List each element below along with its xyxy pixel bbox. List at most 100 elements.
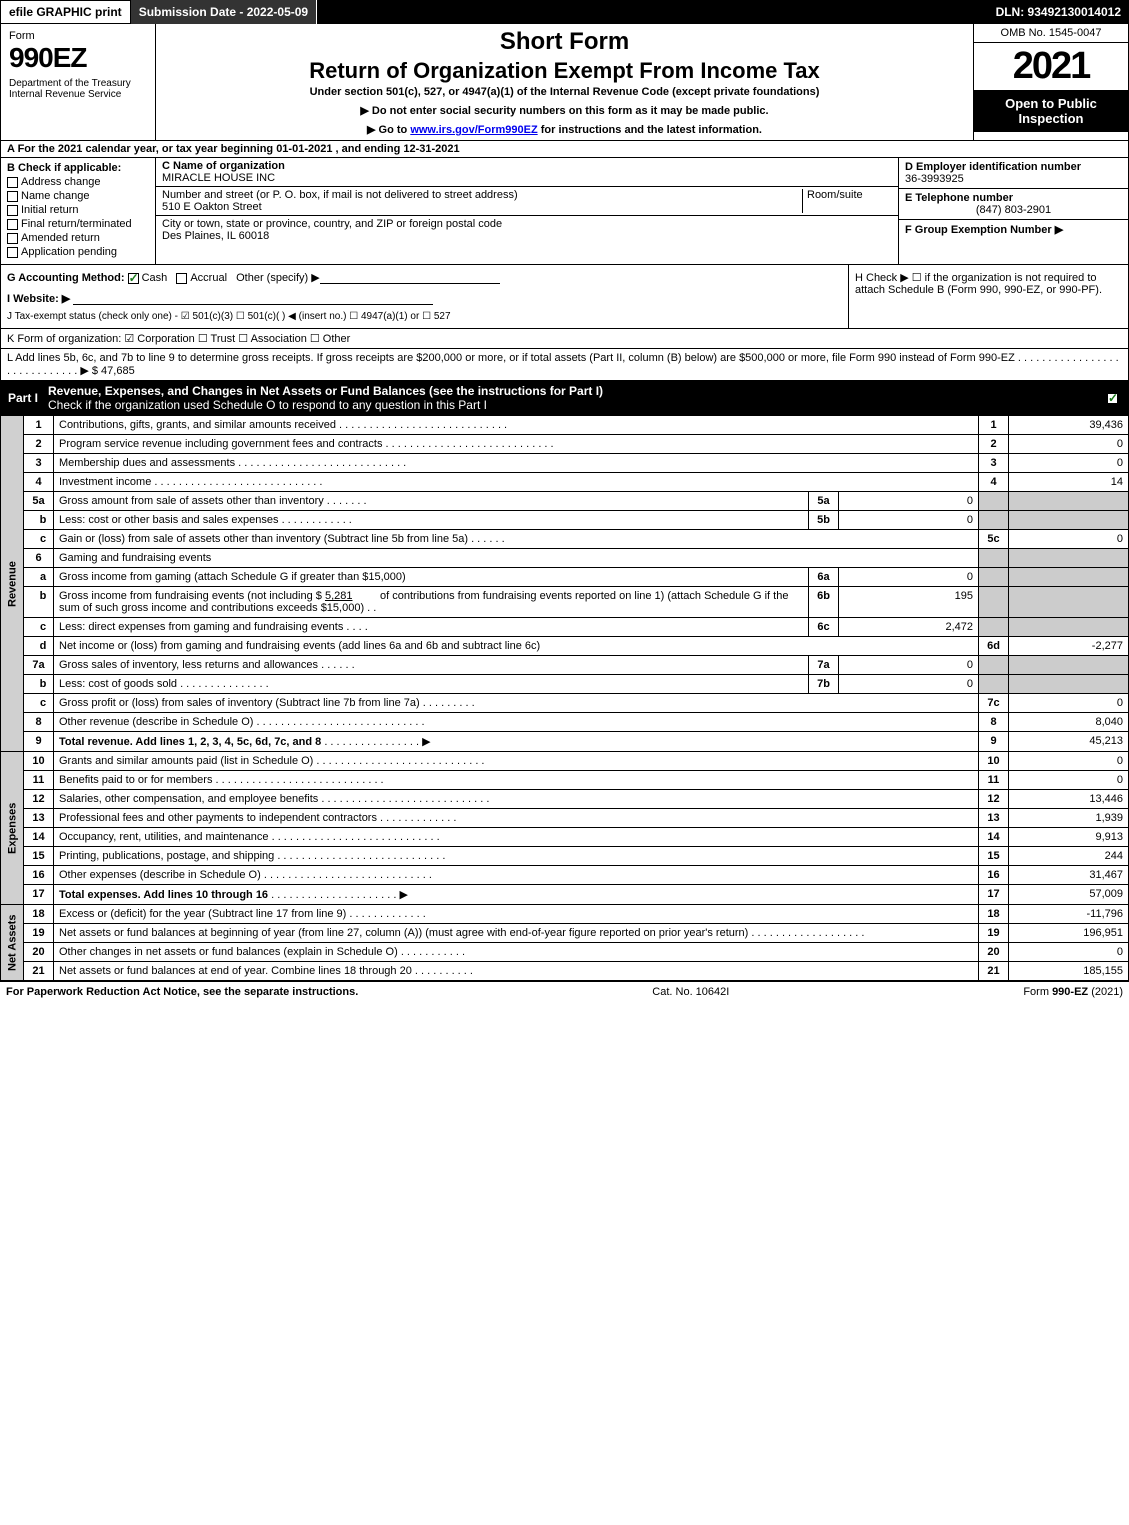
year-block: OMB No. 1545-0047 2021 Open to Public In… <box>973 24 1128 140</box>
cb-final-return[interactable]: Final return/terminated <box>7 218 149 230</box>
line-5a-mini: 0 <box>839 492 979 511</box>
ssn-note: ▶ Do not enter social security numbers o… <box>166 104 963 117</box>
footer-left: For Paperwork Reduction Act Notice, see … <box>6 986 358 998</box>
j-row: J Tax-exempt status (check only one) - ☑… <box>7 311 842 322</box>
submission-date: Submission Date - 2022-05-09 <box>131 0 317 24</box>
form-number: 990EZ <box>9 42 147 74</box>
part-1-checkbox[interactable] <box>1107 393 1118 404</box>
line-6c-mini: 2,472 <box>839 618 979 637</box>
room-label: Room/suite <box>802 189 892 213</box>
top-bar: efile GRAPHIC print Submission Date - 20… <box>0 0 1129 24</box>
line-12-val: 13,446 <box>1009 790 1129 809</box>
revenue-label: Revenue <box>1 416 24 752</box>
org-name: MIRACLE HOUSE INC <box>162 172 892 184</box>
line-5b-mini: 0 <box>839 511 979 530</box>
line-7b-mini: 0 <box>839 675 979 694</box>
e-label: E Telephone number <box>905 192 1122 204</box>
efile-print[interactable]: efile GRAPHIC print <box>0 0 131 24</box>
line-13-val: 1,939 <box>1009 809 1129 828</box>
subtitle: Under section 501(c), 527, or 4947(a)(1)… <box>166 86 963 98</box>
ein: 36-3993925 <box>905 173 1122 185</box>
c-name-label: C Name of organization <box>162 160 892 172</box>
line-10-val: 0 <box>1009 752 1129 771</box>
g-label: G Accounting Method: <box>7 272 125 284</box>
part-1-num: Part I <box>8 391 38 405</box>
cb-amended-return[interactable]: Amended return <box>7 232 149 244</box>
l-row: L Add lines 5b, 6c, and 7b to line 9 to … <box>1 348 1128 380</box>
b-label: B Check if applicable: <box>7 162 149 174</box>
d-label: D Employer identification number <box>905 161 1122 173</box>
cb-accrual[interactable] <box>176 273 187 284</box>
section-a-f: A For the 2021 calendar year, or tax yea… <box>0 141 1129 381</box>
cb-name-change[interactable]: Name change <box>7 190 149 202</box>
other-method-input[interactable] <box>320 272 500 284</box>
dept-label: Department of the Treasury Internal Reve… <box>9 78 147 100</box>
col-b: B Check if applicable: Address change Na… <box>1 158 156 264</box>
street: 510 E Oakton Street <box>162 201 802 213</box>
line-6d-val: -2,277 <box>1009 637 1129 656</box>
line-17-val: 57,009 <box>1009 885 1129 905</box>
line-19-val: 196,951 <box>1009 924 1129 943</box>
form-label: Form <box>9 30 147 42</box>
website-input[interactable] <box>73 293 433 305</box>
i-label: I Website: ▶ <box>7 293 70 305</box>
h-box: H Check ▶ ☐ if the organization is not r… <box>848 265 1128 328</box>
row-a: A For the 2021 calendar year, or tax yea… <box>1 141 1128 158</box>
line-14-val: 9,913 <box>1009 828 1129 847</box>
k-row: K Form of organization: ☑ Corporation ☐ … <box>1 328 1128 348</box>
line-1-val: 39,436 <box>1009 416 1129 435</box>
irs-link[interactable]: www.irs.gov/Form990EZ <box>410 124 537 136</box>
line-8-val: 8,040 <box>1009 713 1129 732</box>
cb-address-change[interactable]: Address change <box>7 176 149 188</box>
line-9-val: 45,213 <box>1009 732 1129 752</box>
col-c: C Name of organization MIRACLE HOUSE INC… <box>156 158 898 264</box>
part-1-check-text: Check if the organization used Schedule … <box>48 398 487 412</box>
line-7c-val: 0 <box>1009 694 1129 713</box>
line-16-val: 31,467 <box>1009 866 1129 885</box>
footer-center: Cat. No. 10642I <box>652 986 729 998</box>
street-label: Number and street (or P. O. box, if mail… <box>162 189 802 201</box>
part-1-header: Part I Revenue, Expenses, and Changes in… <box>0 381 1129 415</box>
line-2-val: 0 <box>1009 435 1129 454</box>
footer-right: Form 990-EZ (2021) <box>1023 986 1123 998</box>
cb-cash[interactable] <box>128 273 139 284</box>
expenses-label: Expenses <box>1 752 24 905</box>
main-title: Return of Organization Exempt From Incom… <box>166 58 963 84</box>
part-1-title: Revenue, Expenses, and Changes in Net As… <box>48 384 603 398</box>
link-note: ▶ Go to www.irs.gov/Form990EZ for instru… <box>166 123 963 136</box>
title-block: Short Form Return of Organization Exempt… <box>156 24 973 140</box>
public-badge: Open to Public Inspection <box>974 90 1128 132</box>
city: Des Plaines, IL 60018 <box>162 230 502 242</box>
line-4-val: 14 <box>1009 473 1129 492</box>
line-20-val: 0 <box>1009 943 1129 962</box>
line-18-val: -11,796 <box>1009 905 1129 924</box>
line-15-val: 244 <box>1009 847 1129 866</box>
line-6a-mini: 0 <box>839 568 979 587</box>
netassets-label: Net Assets <box>1 905 24 981</box>
note2-post: for instructions and the latest informat… <box>538 124 762 136</box>
form-id-block: Form 990EZ Department of the Treasury In… <box>1 24 156 140</box>
line-6b-mini: 195 <box>839 587 979 618</box>
line-5c-val: 0 <box>1009 530 1129 549</box>
tax-year: 2021 <box>974 43 1128 90</box>
form-header: Form 990EZ Department of the Treasury In… <box>0 24 1129 141</box>
omb-number: OMB No. 1545-0047 <box>974 24 1128 43</box>
phone: (847) 803-2901 <box>905 204 1122 216</box>
col-def: D Employer identification number 36-3993… <box>898 158 1128 264</box>
gross-receipts: 47,685 <box>101 365 135 377</box>
footer: For Paperwork Reduction Act Notice, see … <box>0 981 1129 1002</box>
line-7a-mini: 0 <box>839 656 979 675</box>
f-label: F Group Exemption Number ▶ <box>905 223 1122 236</box>
line-6b-amt: 5,281 <box>325 590 353 602</box>
cb-application-pending[interactable]: Application pending <box>7 246 149 258</box>
city-label: City or town, state or province, country… <box>162 218 502 230</box>
part-1-table: Revenue 1Contributions, gifts, grants, a… <box>0 415 1129 981</box>
line-3-val: 0 <box>1009 454 1129 473</box>
short-form-title: Short Form <box>166 28 963 56</box>
line-21-val: 185,155 <box>1009 962 1129 981</box>
line-11-val: 0 <box>1009 771 1129 790</box>
note2-pre: ▶ Go to <box>367 124 410 136</box>
ghi-left: G Accounting Method: Cash Accrual Other … <box>1 265 848 328</box>
cb-initial-return[interactable]: Initial return <box>7 204 149 216</box>
dln: DLN: 93492130014012 <box>988 0 1129 24</box>
